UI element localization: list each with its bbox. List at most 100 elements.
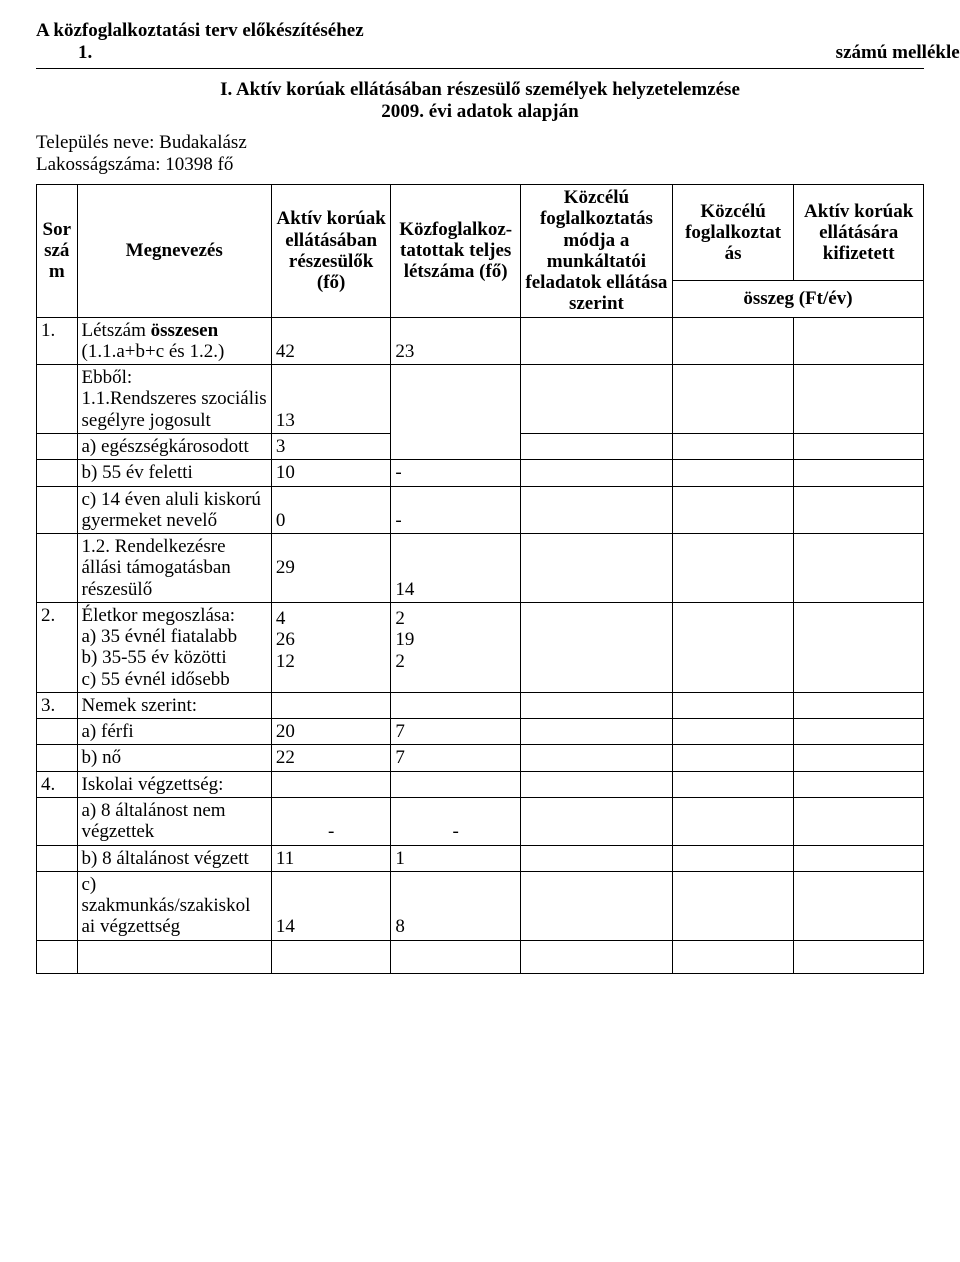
settlement-name: Település neve: Budakalász: [36, 132, 924, 154]
cell-num: [37, 433, 78, 459]
cell-label: a) 8 általánost nem végzettek: [77, 797, 271, 845]
cell-c5: [794, 460, 924, 486]
cell-c1: [271, 771, 390, 797]
cell-c5: [794, 845, 924, 871]
cell-c4: [672, 771, 794, 797]
cell-label: [77, 940, 271, 973]
cell-label: b) 55 év feletti: [77, 460, 271, 486]
cell-label: b) nő: [77, 745, 271, 771]
cell-c1: -: [271, 797, 390, 845]
table-row: [37, 940, 924, 973]
cell-c4: [672, 602, 794, 692]
cell-c3: [520, 871, 672, 940]
cell-c5: [794, 602, 924, 692]
cell-c3: [520, 797, 672, 845]
population: Lakosságszáma: 10398 fő: [36, 154, 924, 176]
spacer: [36, 176, 924, 184]
horizontal-rule: [36, 68, 924, 69]
cell-label: Ebből: 1.1.Rendszeres szociális segélyre…: [77, 365, 271, 434]
cell-num: [37, 871, 78, 940]
cell-label: Iskolai végzettség:: [77, 771, 271, 797]
cell-num: [37, 940, 78, 973]
cell-c5: [794, 719, 924, 745]
cell-c4: [672, 745, 794, 771]
cell-label: c) szakmunkás/szakiskol ai végzettség: [77, 871, 271, 940]
doc-title: A közfoglalkoztatási terv előkészítéséhe…: [36, 20, 924, 42]
cell-num: [37, 719, 78, 745]
table-row: 4. Iskolai végzettség:: [37, 771, 924, 797]
cell-c5: [794, 692, 924, 718]
cell-c4: [672, 486, 794, 534]
table-row: Ebből: 1.1.Rendszeres szociális segélyre…: [37, 365, 924, 434]
table-row: b) 8 általánost végzett 11 1: [37, 845, 924, 871]
cell-c1: 4 26 12: [271, 602, 390, 692]
cell-label: b) 8 általánost végzett: [77, 845, 271, 871]
cell-num: [37, 797, 78, 845]
cell-c2: 2 19 2: [391, 602, 521, 692]
cell-c4: [672, 692, 794, 718]
table-header-row: Sor szá m Megnevezés Aktív korúak ellátá…: [37, 185, 924, 281]
data-table: Sor szá m Megnevezés Aktív korúak ellátá…: [36, 184, 924, 974]
cell-c1: 11: [271, 845, 390, 871]
cell-c2: 23: [391, 317, 521, 365]
hdr-kozcelu-mod: Közcélú foglalkoztatás módja a munkáltat…: [520, 185, 672, 318]
cell-num: [37, 745, 78, 771]
cell-c4: [672, 365, 794, 434]
label-bold: összesen: [151, 320, 219, 341]
hdr-kozcelu-fogl: Közcélú foglalkoztat ás: [672, 185, 794, 281]
table-row: a) 8 általánost nem végzettek - -: [37, 797, 924, 845]
cell-c1: [271, 692, 390, 718]
attachment-row: 1. számú melléklet: [36, 42, 960, 64]
table-row: a) férfi 20 7: [37, 719, 924, 745]
cell-c2: 14: [391, 534, 521, 603]
cell-c3: [520, 534, 672, 603]
cell-c5: [794, 771, 924, 797]
cell-c3: [520, 940, 672, 973]
cell-c1: 3: [271, 433, 390, 459]
cell-c3: [520, 745, 672, 771]
cell-label: 1.2. Rendelkezésre állási támogatásban r…: [77, 534, 271, 603]
table-row: c) 14 éven aluli kiskorú gyermeket nevel…: [37, 486, 924, 534]
cell-c1: 22: [271, 745, 390, 771]
table-row: c) szakmunkás/szakiskol ai végzettség 14…: [37, 871, 924, 940]
cell-num: [37, 534, 78, 603]
cell-c2: 7: [391, 745, 521, 771]
cell-c5: [794, 365, 924, 434]
cell-c4: [672, 460, 794, 486]
cell-c3: [520, 692, 672, 718]
cell-c3: [520, 719, 672, 745]
cell-c4: [672, 940, 794, 973]
cell-num: [37, 365, 78, 434]
cell-c3: [520, 602, 672, 692]
cell-c1: [271, 940, 390, 973]
attachment-label: számú melléklet: [836, 42, 960, 64]
label-line2: (1.1.a+b+c és 1.2.): [82, 341, 225, 362]
cell-c5: [794, 745, 924, 771]
table-row: 1.2. Rendelkezésre állási támogatásban r…: [37, 534, 924, 603]
cell-c5: [794, 797, 924, 845]
cell-c4: [672, 433, 794, 459]
cell-c2: 7: [391, 719, 521, 745]
cell-c1: 20: [271, 719, 390, 745]
cell-c5: [794, 940, 924, 973]
cell-c4: [672, 871, 794, 940]
cell-c4: [672, 719, 794, 745]
cell-c2: 1: [391, 845, 521, 871]
cell-c3: [520, 486, 672, 534]
hdr-sor: Sor szá m: [37, 185, 78, 318]
cell-c5: [794, 871, 924, 940]
cell-c3: [520, 317, 672, 365]
cell-c2: -: [391, 486, 521, 534]
cell-c5: [794, 317, 924, 365]
cell-c2: -: [391, 460, 521, 486]
table-row: 2. Életkor megoszlása: a) 35 évnél fiata…: [37, 602, 924, 692]
cell-c2: [391, 940, 521, 973]
cell-c1: 0: [271, 486, 390, 534]
cell-c2: 8: [391, 871, 521, 940]
section-title-line1: I. Aktív korúak ellátásában részesülő sz…: [36, 79, 924, 101]
cell-num: [37, 460, 78, 486]
cell-c4: [672, 534, 794, 603]
hdr-kozfoglalkoz: Közfoglalkoz-tatottak teljes létszáma (f…: [391, 185, 521, 318]
cell-label: Életkor megoszlása: a) 35 évnél fiatalab…: [77, 602, 271, 692]
cell-label: a) egészségkárosodott: [77, 433, 271, 459]
